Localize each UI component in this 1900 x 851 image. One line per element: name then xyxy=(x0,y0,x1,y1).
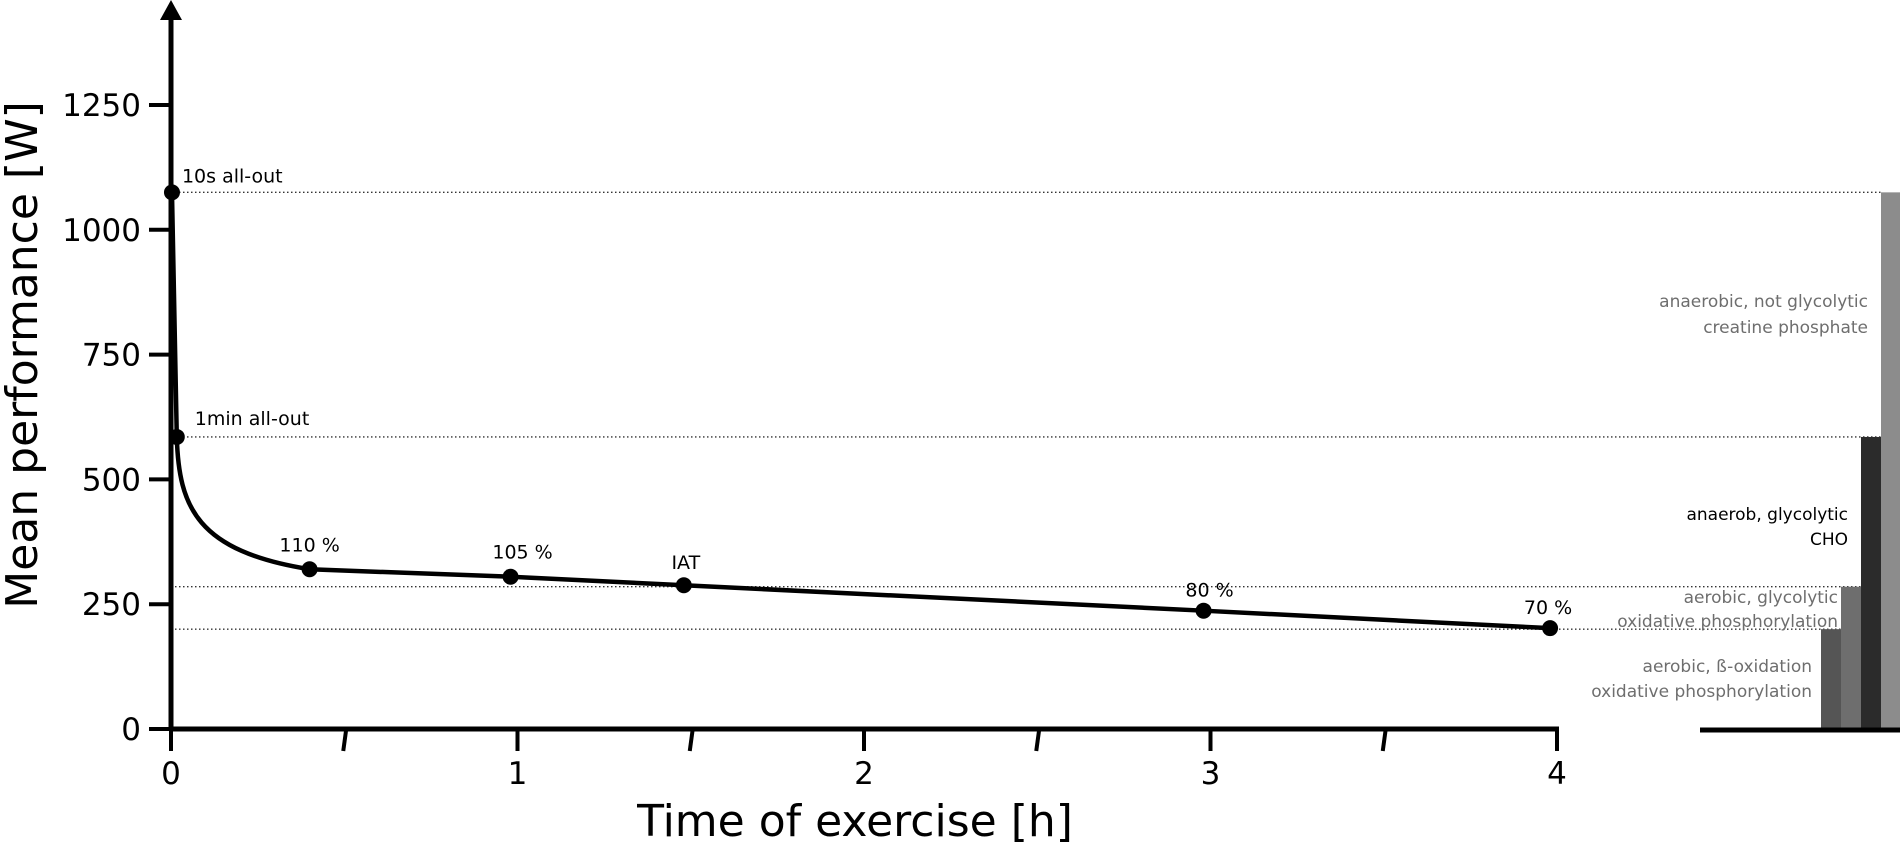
x-axis-title: Time of exercise [h] xyxy=(636,796,1073,847)
y-tick-label: 1250 xyxy=(62,88,141,124)
performance-line xyxy=(169,192,1551,631)
y-tick-label: 1000 xyxy=(62,213,141,249)
reference-lines xyxy=(171,191,1882,630)
energy-zone-bar xyxy=(1841,586,1861,729)
energy-zone-label: anaerob, glycolytic xyxy=(1686,505,1848,525)
data-point xyxy=(301,561,318,578)
y-tick-label: 500 xyxy=(82,462,141,498)
x-minor-tick xyxy=(341,728,349,752)
data-point-label: 70 % xyxy=(1524,597,1572,619)
x-tick-label: 0 xyxy=(161,756,181,792)
x-tick-label: 4 xyxy=(1547,756,1567,792)
energy-zone-label: anaerobic, not glycolytic xyxy=(1659,292,1868,312)
data-point xyxy=(675,577,692,594)
performance-series: 10s all-out 1min all-out 110 % 105 % IAT 80 %… xyxy=(163,165,1572,637)
data-point xyxy=(1195,602,1212,619)
data-point-label: 80 % xyxy=(1185,580,1233,602)
data-point-label: 10s all-out xyxy=(182,165,283,187)
x-tick-label: 3 xyxy=(1201,756,1221,792)
axes: 0 250 500 750 1000 1250 0 1 2 3 4 xyxy=(62,0,1567,792)
energy-zone-bar xyxy=(1821,629,1841,729)
energy-zone-label: aerobic, glycolytic xyxy=(1684,588,1838,608)
data-point xyxy=(168,428,185,445)
energy-zone-sublabel: oxidative phosphorylation xyxy=(1617,612,1838,632)
x-minor-tick xyxy=(1380,728,1388,752)
x-minor-tick xyxy=(687,728,695,752)
y-tick-label: 0 xyxy=(121,712,141,748)
y-tick-label: 750 xyxy=(82,338,141,374)
energy-zone-bar xyxy=(1881,192,1900,730)
energy-zone-bars: anaerobic, not glycolytic creatine phosph… xyxy=(1591,192,1900,733)
data-point xyxy=(502,568,519,585)
y-tick-label: 250 xyxy=(82,587,141,623)
data-point-label: IAT xyxy=(671,552,700,574)
data-point-label: 1min all-out xyxy=(195,408,309,430)
data-point-label: 110 % xyxy=(279,534,339,556)
y-axis-arrow xyxy=(160,0,182,20)
energy-zone-label: aerobic, ß-oxidation xyxy=(1643,657,1812,677)
energy-zone-sublabel: CHO xyxy=(1810,530,1848,550)
x-tick-label: 1 xyxy=(508,756,528,792)
x-tick-label: 2 xyxy=(854,756,874,792)
x-minor-tick xyxy=(1034,728,1042,752)
energy-zone-sublabel: oxidative phosphorylation xyxy=(1591,682,1812,702)
data-point xyxy=(163,184,180,201)
data-point xyxy=(1542,620,1559,637)
energy-zone-sublabel: creatine phosphate xyxy=(1703,318,1868,338)
energy-zone-bar xyxy=(1861,436,1881,729)
data-point-label: 105 % xyxy=(492,542,552,564)
y-axis-title: Mean performance [W] xyxy=(0,101,48,608)
